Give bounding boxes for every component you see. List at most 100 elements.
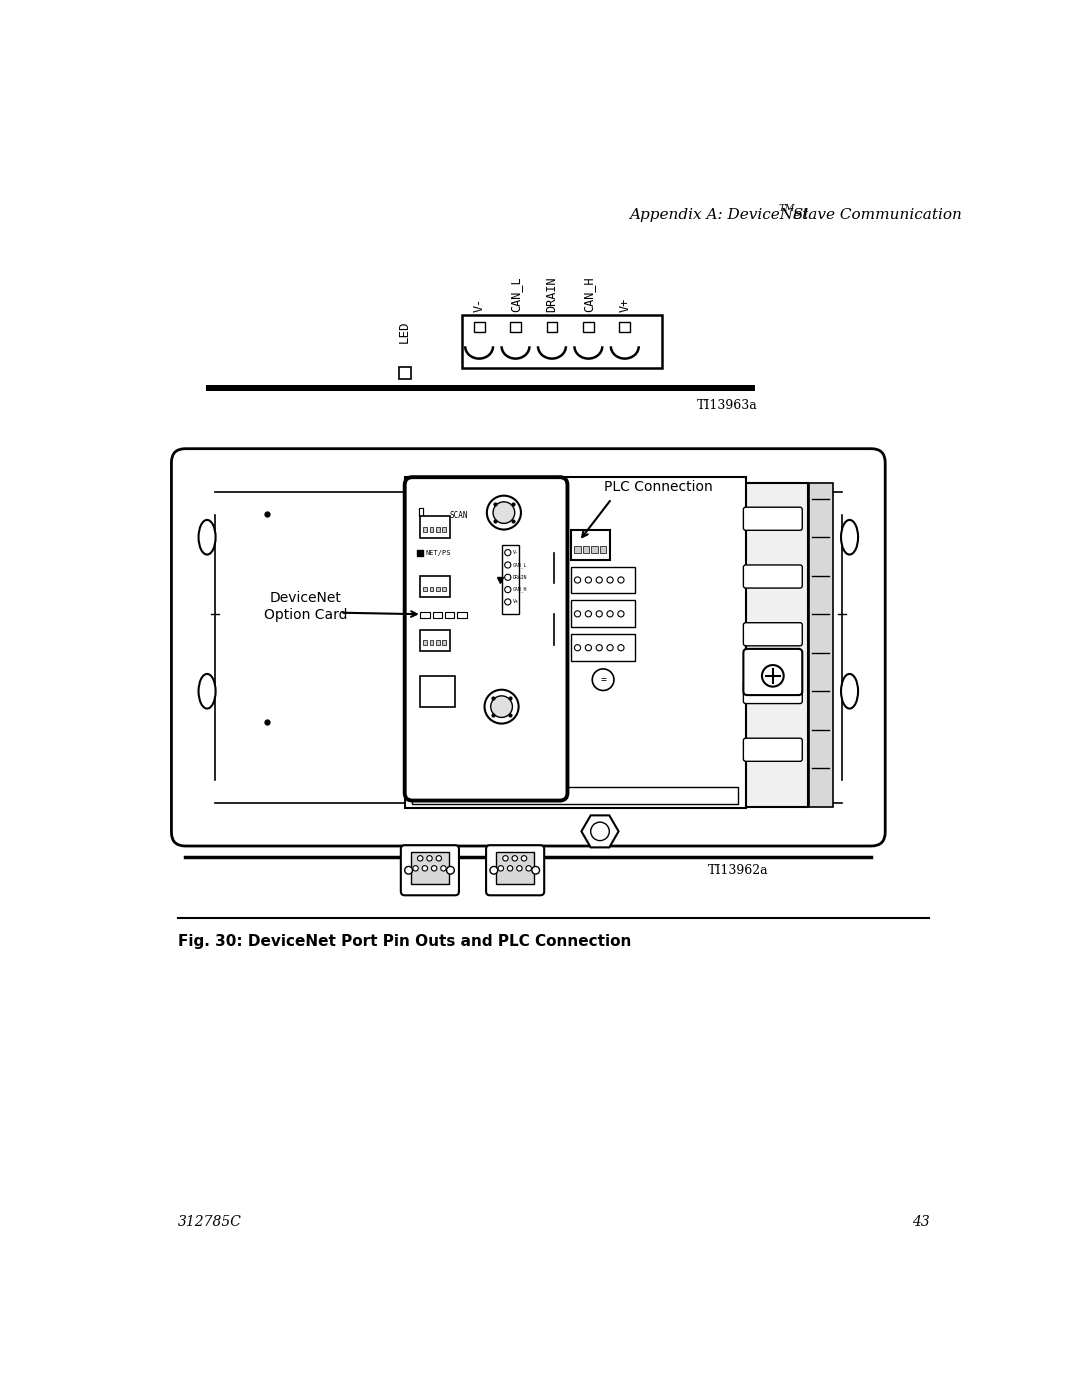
Circle shape <box>596 577 603 583</box>
Bar <box>442 527 446 532</box>
Bar <box>442 640 446 645</box>
Text: TI13963a: TI13963a <box>698 398 758 412</box>
Bar <box>420 676 455 707</box>
Bar <box>458 612 467 617</box>
Circle shape <box>504 599 511 605</box>
Circle shape <box>516 866 522 872</box>
Circle shape <box>585 610 592 617</box>
Text: V-: V- <box>473 298 486 313</box>
Bar <box>445 612 455 617</box>
Bar <box>423 640 428 645</box>
Circle shape <box>607 610 613 617</box>
Circle shape <box>607 577 613 583</box>
Text: CAN_H: CAN_H <box>512 587 527 592</box>
Circle shape <box>508 866 513 872</box>
Circle shape <box>504 549 511 556</box>
Circle shape <box>502 855 509 861</box>
Bar <box>433 612 442 617</box>
FancyBboxPatch shape <box>743 564 802 588</box>
Bar <box>592 546 597 553</box>
Text: 312785C: 312785C <box>177 1215 242 1229</box>
Bar <box>571 601 635 627</box>
Bar <box>435 640 440 645</box>
Text: 43: 43 <box>912 1215 930 1229</box>
Text: V-: V- <box>512 550 518 555</box>
Bar <box>501 545 518 615</box>
Text: V+: V+ <box>618 298 632 313</box>
Bar <box>423 587 428 591</box>
Bar <box>600 546 606 553</box>
Circle shape <box>526 866 531 872</box>
Bar <box>413 788 738 805</box>
Text: =: = <box>600 675 606 685</box>
Bar <box>420 630 449 651</box>
Bar <box>546 323 557 332</box>
Bar <box>809 483 833 806</box>
Bar <box>442 587 446 591</box>
Bar <box>510 323 521 332</box>
FancyBboxPatch shape <box>401 845 459 895</box>
Circle shape <box>591 823 609 841</box>
Bar <box>583 323 594 332</box>
FancyBboxPatch shape <box>743 507 802 531</box>
Bar <box>399 367 410 380</box>
Circle shape <box>575 577 581 583</box>
Text: DeviceNet
Option Card: DeviceNet Option Card <box>264 591 348 622</box>
Bar <box>420 612 430 617</box>
Circle shape <box>422 866 428 872</box>
Bar <box>419 509 423 515</box>
Bar <box>571 634 635 661</box>
Bar <box>571 529 610 560</box>
Ellipse shape <box>199 673 216 708</box>
FancyBboxPatch shape <box>743 623 802 645</box>
FancyBboxPatch shape <box>405 478 567 800</box>
Bar <box>462 316 662 367</box>
Circle shape <box>607 644 613 651</box>
FancyBboxPatch shape <box>743 738 802 761</box>
Bar <box>738 483 808 806</box>
Bar <box>435 587 440 591</box>
Bar <box>619 323 631 332</box>
Circle shape <box>494 502 515 524</box>
Circle shape <box>531 866 540 875</box>
FancyBboxPatch shape <box>172 448 886 847</box>
Bar <box>430 527 433 532</box>
Bar <box>420 576 449 598</box>
Circle shape <box>490 696 512 718</box>
Circle shape <box>431 866 437 872</box>
Text: CAN_L: CAN_L <box>512 562 527 567</box>
Text: Fig. 30: DeviceNet Port Pin Outs and PLC Connection: Fig. 30: DeviceNet Port Pin Outs and PLC… <box>177 933 631 949</box>
Circle shape <box>413 866 418 872</box>
Ellipse shape <box>841 520 859 555</box>
FancyBboxPatch shape <box>486 845 544 895</box>
Circle shape <box>596 644 603 651</box>
Bar <box>496 852 535 884</box>
Text: CAN_H: CAN_H <box>582 277 595 313</box>
Bar <box>410 852 449 884</box>
Circle shape <box>446 866 455 875</box>
FancyBboxPatch shape <box>743 648 802 696</box>
Bar <box>575 546 581 553</box>
Circle shape <box>418 855 423 861</box>
Circle shape <box>436 855 442 861</box>
Circle shape <box>618 644 624 651</box>
Circle shape <box>504 574 511 580</box>
Text: NET/PS: NET/PS <box>426 549 451 556</box>
Circle shape <box>618 577 624 583</box>
Text: TI13962a: TI13962a <box>708 865 769 877</box>
Text: TM: TM <box>779 204 796 212</box>
Bar <box>405 478 745 809</box>
Circle shape <box>498 866 503 872</box>
Ellipse shape <box>841 673 859 708</box>
Text: SCAN: SCAN <box>449 511 469 520</box>
Circle shape <box>504 562 511 569</box>
Bar <box>420 517 449 538</box>
Circle shape <box>427 855 432 861</box>
Text: Slave Communication: Slave Communication <box>788 208 962 222</box>
Text: DRAIN: DRAIN <box>545 277 558 313</box>
Bar <box>571 567 635 594</box>
Circle shape <box>490 866 498 875</box>
Text: Appendix A: DeviceNet: Appendix A: DeviceNet <box>630 208 809 222</box>
Text: PLC Connection: PLC Connection <box>604 481 713 495</box>
Circle shape <box>585 577 592 583</box>
